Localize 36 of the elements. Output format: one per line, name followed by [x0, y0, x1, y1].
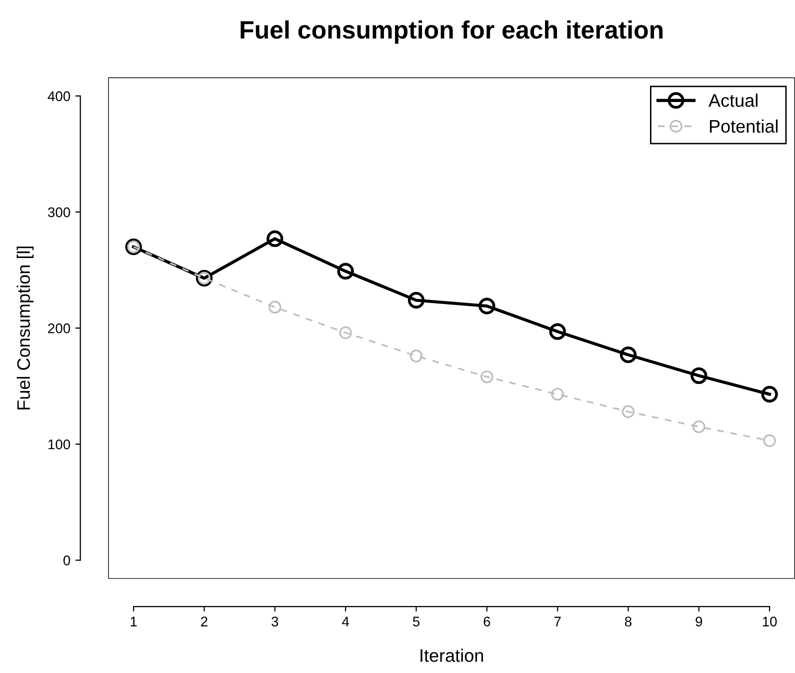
point — [339, 326, 352, 340]
x-tick-label: 9 — [696, 616, 702, 626]
y-tick-label: 300 — [48, 207, 70, 218]
point — [266, 230, 284, 248]
y-tick-label: 0 — [63, 556, 70, 566]
chart-title: Fuel consumption for each iteration — [240, 20, 663, 44]
point — [763, 434, 776, 448]
y-axis-title: Fuel Consumption [l] — [16, 246, 34, 410]
point — [622, 405, 635, 418]
point — [480, 370, 494, 384]
legend-label: Actual — [708, 94, 758, 107]
point — [410, 350, 423, 362]
point — [337, 262, 354, 280]
point — [690, 367, 708, 384]
y-tick-label: 100 — [48, 439, 70, 450]
point — [551, 388, 564, 401]
point — [692, 420, 706, 434]
x-axis-title: Iteration — [420, 648, 484, 662]
x-tick-label: 4 — [342, 616, 350, 626]
x-tick-label: 10 — [762, 616, 777, 626]
y-tick-label: 400 — [48, 91, 70, 102]
x-tick-label: 8 — [624, 616, 632, 626]
x-tick-label: 6 — [484, 616, 490, 626]
point — [268, 300, 282, 314]
x-tick-label: 7 — [554, 616, 561, 626]
point — [761, 386, 778, 403]
point — [408, 292, 425, 309]
x-tick-label: 1 — [130, 616, 137, 626]
y-tick-label: 200 — [48, 323, 70, 334]
point — [620, 346, 637, 364]
point — [549, 323, 566, 340]
point — [478, 298, 496, 314]
x-tick-label: 2 — [201, 616, 208, 626]
x-tick-label: 3 — [272, 616, 278, 626]
x-tick-label: 5 — [412, 616, 420, 626]
legend-label: Potential — [710, 120, 778, 133]
